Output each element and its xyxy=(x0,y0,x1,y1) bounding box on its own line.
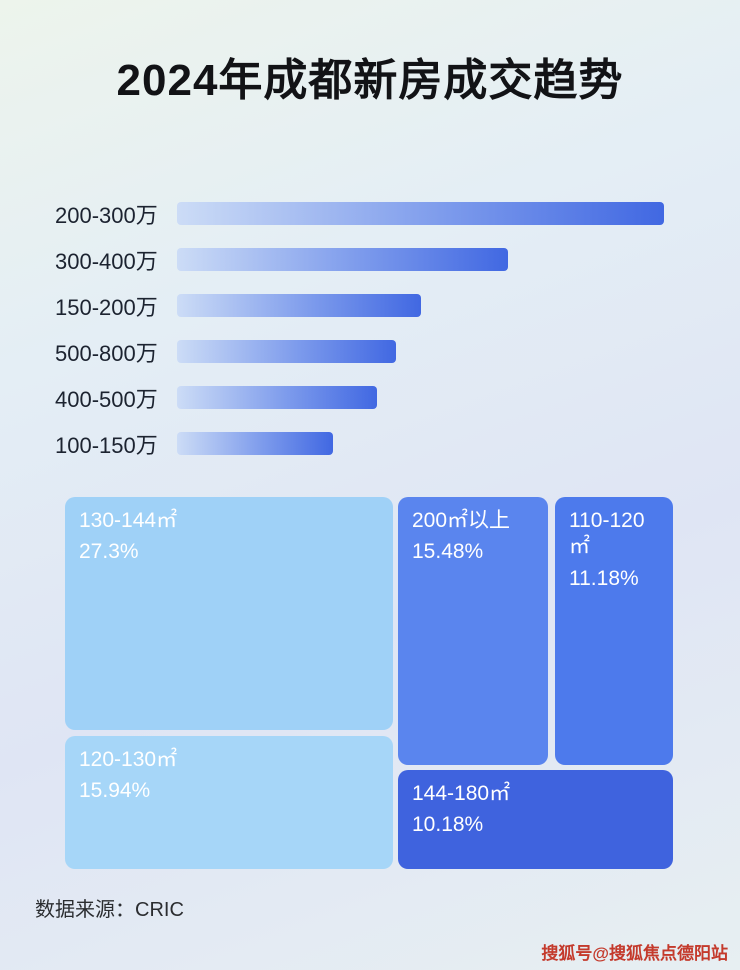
data-source-label: 数据来源：CRIC xyxy=(35,899,184,921)
bar-fill xyxy=(177,340,397,363)
bar-track xyxy=(177,248,664,271)
treemap-block: 120-130㎡ 15.94% xyxy=(65,736,393,869)
bar-label: 500-800万 xyxy=(55,340,158,366)
bar-track xyxy=(177,202,664,225)
treemap-value: 15.48% xyxy=(412,540,484,564)
bar-row: 400-500万 xyxy=(55,386,740,412)
bar-fill xyxy=(177,386,377,409)
bar-track xyxy=(177,432,664,455)
treemap-block: 200㎡以上 15.48% xyxy=(398,497,548,765)
treemap-label: 200㎡以上 xyxy=(412,509,511,532)
bar-label: 150-200万 xyxy=(55,294,158,320)
watermark: 搜狐号@搜狐焦点德阳站 xyxy=(541,944,728,963)
treemap-value: 11.18% xyxy=(569,566,639,590)
bar-label: 300-400万 xyxy=(55,248,158,274)
treemap-block: 130-144㎡ 27.3% xyxy=(65,497,393,730)
bar-label: 400-500万 xyxy=(55,386,158,412)
bar-fill xyxy=(177,294,421,317)
treemap: 130-144㎡ 27.3% 120-130㎡ 15.94% 200㎡以上 15… xyxy=(65,497,673,869)
bar-label: 100-150万 xyxy=(55,432,158,458)
treemap-block: 144-180㎡ 10.18% xyxy=(398,770,673,869)
treemap-value: 10.18% xyxy=(412,813,484,837)
bar-row: 150-200万 xyxy=(55,294,740,320)
bar-row: 500-800万 xyxy=(55,340,740,366)
bar-track xyxy=(177,386,664,409)
treemap-value: 27.3% xyxy=(79,540,139,564)
page-title: 2024年成都新房成交趋势 xyxy=(116,56,624,105)
bar-label: 200-300万 xyxy=(55,202,158,228)
bar-row: 200-300万 xyxy=(55,202,740,228)
bar-row: 100-150万 xyxy=(55,432,740,458)
treemap-label: 144-180㎡ xyxy=(412,782,511,805)
bar-row: 300-400万 xyxy=(55,248,740,274)
treemap-block: 110-120㎡ 11.18% xyxy=(555,497,673,765)
treemap-label: 120-130㎡ xyxy=(79,748,178,771)
bar-fill xyxy=(177,248,509,271)
treemap-label: 110-120㎡ xyxy=(569,509,645,559)
bar-fill xyxy=(177,202,664,225)
bar-fill xyxy=(177,432,333,455)
treemap-label: 130-144㎡ xyxy=(79,509,178,532)
treemap-value: 15.94% xyxy=(79,779,151,803)
bar-chart: 200-300万 300-400万 150-200万 500-800万 400-… xyxy=(55,202,740,458)
bar-track xyxy=(177,294,664,317)
bar-track xyxy=(177,340,664,363)
